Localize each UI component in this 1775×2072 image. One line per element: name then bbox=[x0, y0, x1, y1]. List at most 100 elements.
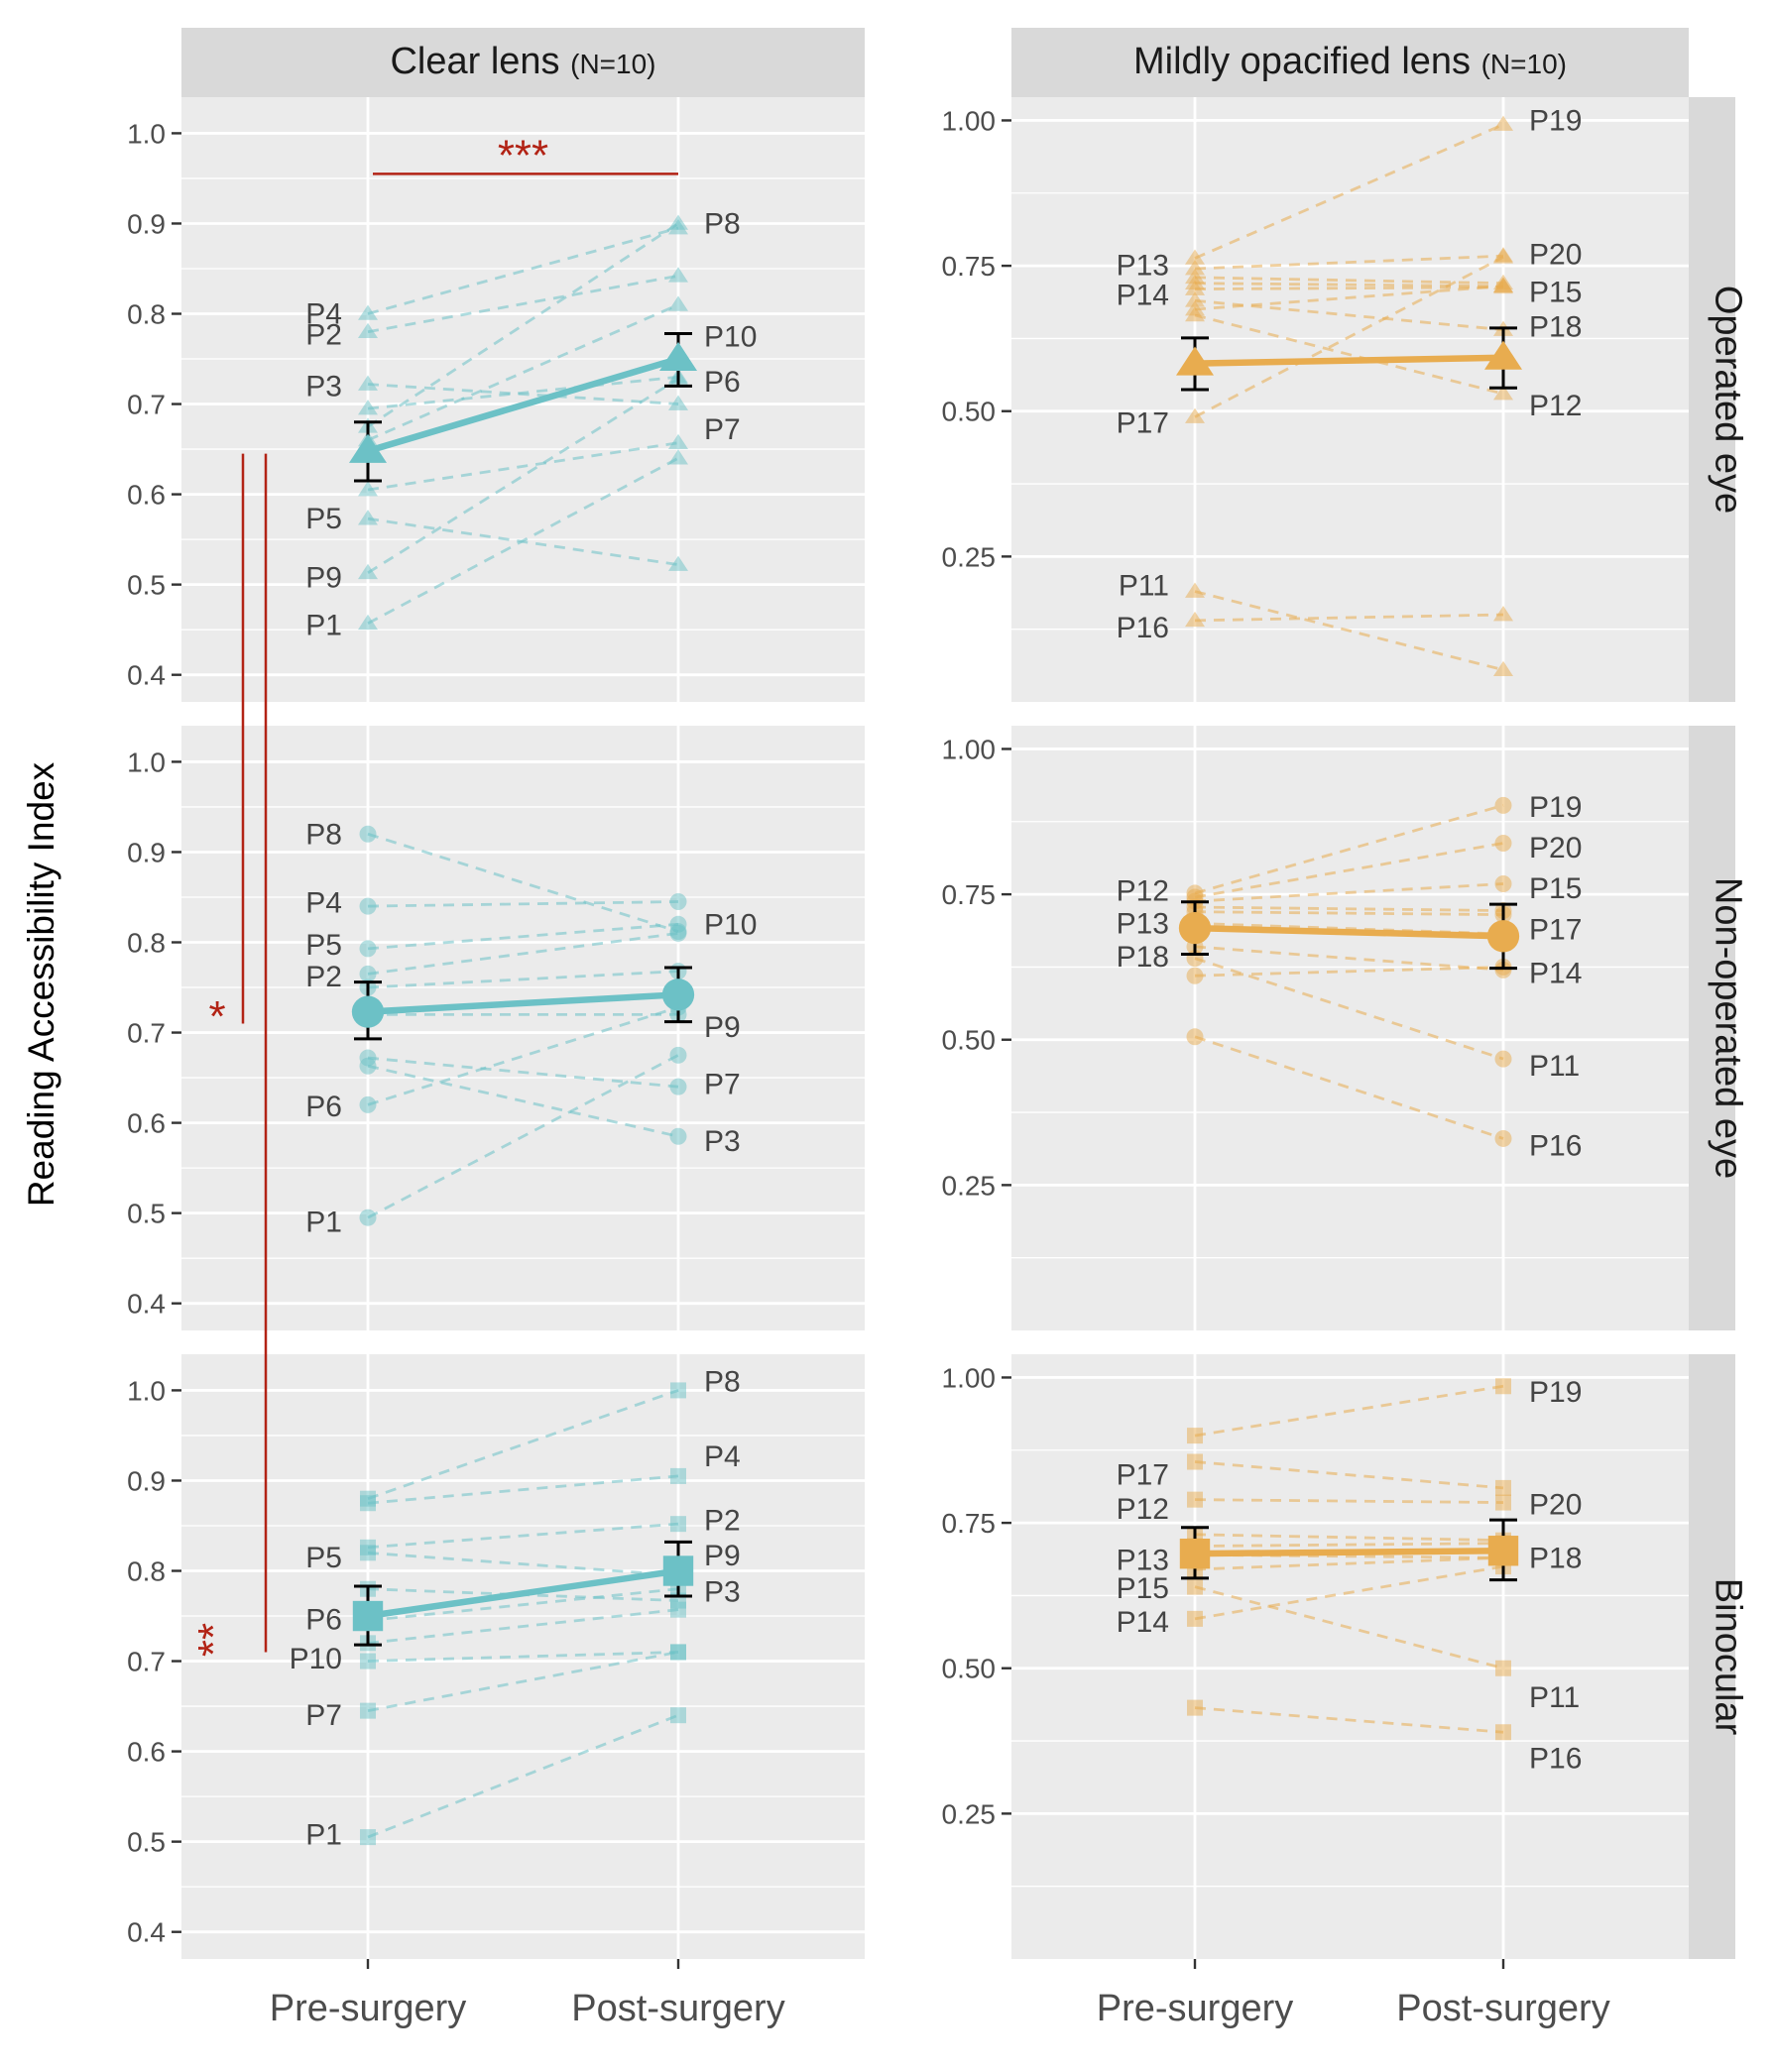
participant-line bbox=[1194, 1035, 1504, 1140]
participant-line bbox=[367, 1054, 679, 1219]
participant-point-pre bbox=[359, 1209, 377, 1226]
y-tick-label: 0.8 bbox=[127, 299, 166, 330]
participant-point-pre bbox=[360, 1653, 376, 1669]
strip-clear: Clear lens (N=10) bbox=[181, 28, 865, 97]
participant-line bbox=[1194, 256, 1504, 418]
participant-point-pre bbox=[1185, 582, 1205, 598]
participant-point-pre bbox=[358, 563, 378, 580]
participant-point-post bbox=[668, 449, 688, 465]
y-tick-label: 0.50 bbox=[942, 1025, 997, 1056]
panel-background bbox=[181, 97, 865, 702]
participant-line bbox=[367, 222, 679, 428]
row-title: Operated eye bbox=[1708, 286, 1749, 514]
participant-line bbox=[367, 970, 679, 989]
participant-label: P14 bbox=[1529, 957, 1582, 989]
participant-point-post bbox=[668, 395, 688, 410]
participant-point-pre bbox=[1185, 407, 1205, 423]
strip-opacified: Mildly opacified lens (N=10) bbox=[1011, 28, 1689, 97]
participant-point-pre bbox=[360, 1495, 376, 1512]
participant-point-pre bbox=[1185, 280, 1205, 295]
y-tick-label: 0.6 bbox=[127, 1737, 166, 1768]
participant-label: P19 bbox=[1529, 791, 1582, 824]
participant-line bbox=[367, 1522, 679, 1550]
participant-label: P5 bbox=[305, 1542, 342, 1574]
participant-point-pre bbox=[1185, 305, 1205, 322]
row-strip bbox=[1689, 97, 1735, 702]
participant-point-post bbox=[670, 1644, 686, 1661]
column-title: Clear lens (N=10) bbox=[390, 41, 655, 82]
participant-line bbox=[367, 1056, 679, 1089]
participant-point-post bbox=[1493, 277, 1513, 292]
participant-point-pre bbox=[360, 1829, 376, 1846]
participant-point-post bbox=[1494, 796, 1512, 814]
participant-point-pre bbox=[1185, 249, 1205, 265]
y-tick-label: 0.5 bbox=[127, 570, 166, 601]
participant-label: P9 bbox=[704, 1011, 741, 1044]
y-tick-label: 0.4 bbox=[127, 660, 166, 691]
participant-point-pre bbox=[1185, 611, 1205, 628]
y-tick-label: 0.8 bbox=[127, 1556, 166, 1587]
mean-line bbox=[367, 355, 679, 455]
y-tick-label: 0.9 bbox=[127, 837, 166, 867]
participant-label: P19 bbox=[1529, 1376, 1582, 1409]
participant-label: P8 bbox=[704, 1365, 741, 1398]
participant-label: P3 bbox=[704, 1125, 741, 1158]
y-tick-label: 0.6 bbox=[127, 1108, 166, 1139]
y-tick-label: 0.9 bbox=[127, 1465, 166, 1496]
y-tick-label: 0.50 bbox=[942, 397, 997, 427]
mean-point-post bbox=[661, 978, 695, 1011]
mean-point-post bbox=[1486, 920, 1520, 953]
y-tick-label: 1.0 bbox=[127, 747, 166, 777]
participant-point-post bbox=[1493, 660, 1513, 677]
participant-label: P9 bbox=[704, 1540, 741, 1572]
participant-point-post bbox=[1494, 1050, 1512, 1068]
participant-label: P7 bbox=[704, 413, 741, 446]
mean-point-pre bbox=[349, 433, 387, 463]
y-tick-label: 0.8 bbox=[127, 928, 166, 959]
participant-line bbox=[1194, 1460, 1504, 1490]
participant-line bbox=[1194, 1555, 1504, 1571]
strips-layer: Clear lens (N=10) Mildly opacified lens (… bbox=[181, 28, 1749, 1959]
participant-label: P8 bbox=[305, 818, 342, 851]
significance-label: * bbox=[208, 992, 225, 1041]
participant-line bbox=[367, 832, 679, 933]
participant-label: P2 bbox=[305, 961, 342, 993]
participant-point-post bbox=[1494, 875, 1512, 893]
participant-label: P19 bbox=[1529, 104, 1582, 137]
y-axis-label: Reading Accessibility Index bbox=[21, 761, 61, 1207]
participant-point-pre bbox=[1186, 1028, 1204, 1046]
participant-point-pre bbox=[358, 481, 378, 497]
participant-line bbox=[1194, 313, 1504, 396]
participant-point-post bbox=[1495, 1378, 1511, 1395]
y-tick-label: 1.00 bbox=[942, 105, 997, 136]
mean-point-pre bbox=[352, 1600, 384, 1632]
participant-line bbox=[1194, 1564, 1504, 1621]
participant-line bbox=[1194, 282, 1504, 288]
participant-point-pre bbox=[1187, 1610, 1203, 1627]
significance-marker: * bbox=[208, 453, 245, 1041]
participant-point-post bbox=[1495, 1724, 1511, 1741]
mean-point-post bbox=[1487, 1536, 1519, 1566]
participant-point-pre bbox=[360, 1545, 376, 1561]
y-tick-label: 1.00 bbox=[942, 1362, 997, 1393]
participant-point-post bbox=[668, 555, 688, 571]
participant-label: P2 bbox=[704, 1505, 741, 1538]
column-n-label: (N=10) bbox=[570, 49, 655, 79]
column-strip bbox=[1011, 28, 1689, 97]
row-title: Binocular bbox=[1708, 1578, 1749, 1736]
y-tick-label: 1.0 bbox=[127, 118, 166, 149]
panel-background bbox=[1011, 97, 1689, 702]
x-tick-label: Pre-surgery bbox=[1097, 1988, 1294, 2029]
participant-label: P5 bbox=[305, 503, 342, 535]
participant-label: P3 bbox=[704, 1575, 741, 1608]
significance-label: ** bbox=[189, 1623, 238, 1657]
participant-line bbox=[1194, 882, 1504, 903]
participant-point-pre bbox=[1185, 260, 1205, 276]
participant-label: P18 bbox=[1529, 311, 1582, 344]
participant-label: P12 bbox=[1529, 390, 1582, 422]
y-tick-label: 0.75 bbox=[942, 879, 997, 910]
participant-point-post bbox=[669, 1046, 687, 1064]
participant-point-post bbox=[1493, 248, 1513, 264]
